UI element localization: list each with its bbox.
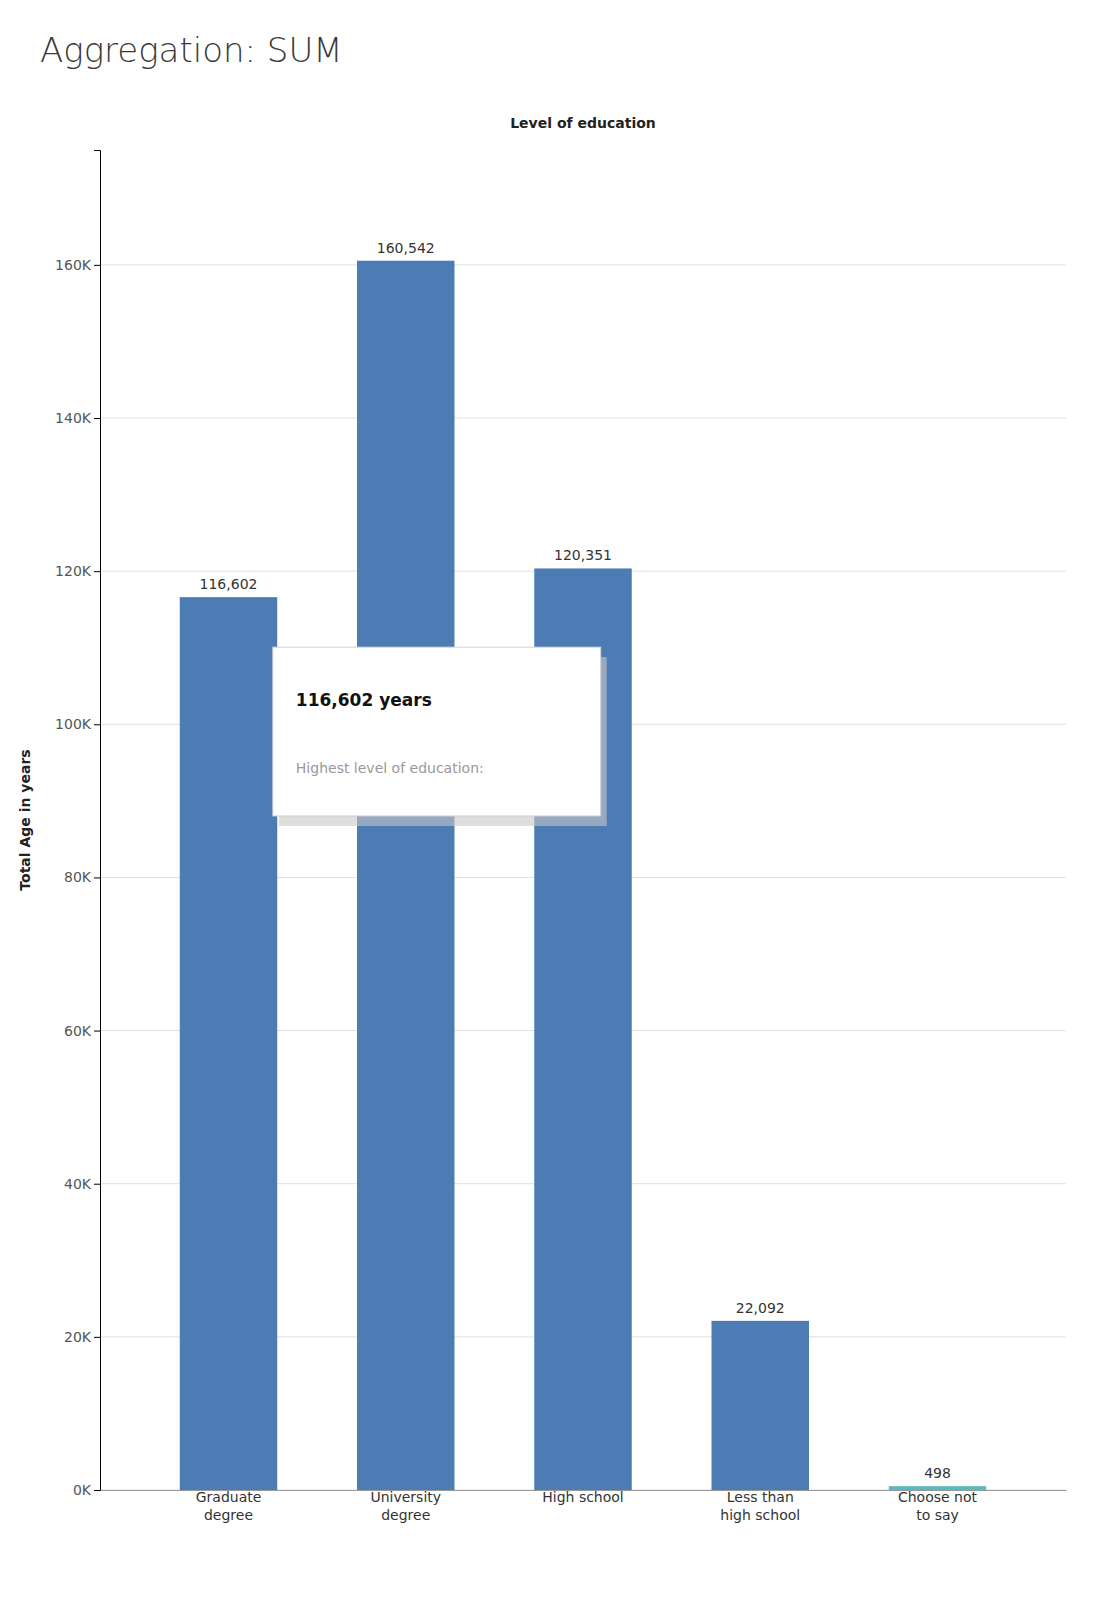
x-tick-label: Less than high school	[720, 1489, 800, 1523]
y-axis-title: Total Age in years	[17, 749, 33, 890]
y-tick-line	[94, 418, 100, 419]
y-tick: 20K	[64, 1329, 100, 1345]
y-tick: 120K	[55, 563, 100, 579]
data-label: 120,351	[554, 547, 612, 563]
x-tick-label-line: Less than	[727, 1489, 794, 1505]
y-tick-line	[94, 1490, 100, 1491]
y-tick-label: 100K	[55, 716, 92, 732]
y-tick-label: 140K	[55, 410, 92, 426]
grid-line	[100, 418, 1066, 419]
y-tick-line	[94, 1031, 100, 1032]
x-tick-label: High school	[542, 1489, 624, 1505]
grid	[100, 265, 1066, 1490]
x-tick-label-line: to say	[916, 1507, 959, 1523]
y-tick-label: 160K	[55, 257, 92, 273]
x-tick-label-line: High school	[542, 1489, 624, 1505]
x-tick: Graduate degree	[196, 1489, 262, 1523]
y-tick-label: 60K	[64, 1023, 92, 1039]
data-label: 498	[924, 1465, 951, 1481]
data-label: 116,602	[200, 576, 258, 592]
y-axis-line	[94, 151, 101, 1491]
x-tick: High school	[542, 1489, 624, 1505]
y-tick: 140K	[55, 410, 100, 426]
annotation: Highest level of education:	[296, 760, 484, 776]
y-tick-label: 40K	[64, 1176, 92, 1192]
x-tick-label-line: Choose not	[898, 1489, 978, 1505]
x-tick-label-line: University	[370, 1489, 441, 1505]
annotation: 116,602 years	[296, 690, 432, 710]
x-tick-label-line: degree	[381, 1507, 430, 1523]
y-tick-line	[94, 724, 100, 725]
y-tick-label: 120K	[55, 563, 92, 579]
x-tick: Choose not to say	[898, 1489, 978, 1523]
y-tick-line	[94, 571, 100, 572]
x-tick: Less than high school	[720, 1489, 800, 1523]
y-tick: 0K	[73, 1482, 100, 1498]
plot: Graduate degree University degree High schoo…	[17, 115, 1067, 1523]
bar	[180, 597, 277, 1490]
bar	[712, 1321, 809, 1490]
y-tick: 60K	[64, 1023, 100, 1039]
y-tick-label: 80K	[64, 869, 92, 885]
x-axis: Graduate degree University degree High schoo…	[101, 1489, 1067, 1523]
grid-line	[100, 264, 1066, 265]
y-tick: 40K	[64, 1176, 100, 1192]
x-tick-label: University degree	[370, 1489, 441, 1523]
x-tick: University degree	[370, 1489, 441, 1523]
x-axis-title: Level of education	[510, 115, 656, 131]
y-tick-line	[94, 1337, 100, 1338]
x-tick-label-line: high school	[720, 1507, 800, 1523]
callout-box	[273, 647, 601, 816]
x-tick-label: Graduate degree	[196, 1489, 262, 1523]
bars	[180, 261, 986, 1490]
data-label: 160,542	[377, 240, 435, 256]
y-axis: 0K 20K 40K 60K 80K 100K 120K 140K 160K	[55, 151, 100, 1498]
data-labels: 116,602 160,542 120,351 22,092 498	[200, 240, 951, 1481]
bar	[357, 261, 454, 1490]
y-tick: 100K	[55, 716, 100, 732]
y-tick-label: 0K	[73, 1482, 92, 1498]
x-tick-label-line: Graduate	[196, 1489, 262, 1505]
x-tick-label: Choose not to say	[898, 1489, 978, 1523]
y-tick-line	[94, 1184, 100, 1185]
title: Aggregation: SUM	[40, 30, 343, 70]
callout: 116,602 years Highest level of education:	[273, 647, 607, 826]
chart: Aggregation: SUMGraduatedegreeUniversity…	[0, 0, 1106, 1600]
y-tick: 160K	[55, 257, 100, 273]
y-tick-line	[94, 265, 100, 266]
data-label: 22,092	[736, 1300, 785, 1316]
y-tick-label: 20K	[64, 1329, 92, 1345]
y-tick: 80K	[64, 869, 100, 885]
x-tick-label-line: degree	[204, 1507, 253, 1523]
y-tick-line	[94, 877, 100, 878]
